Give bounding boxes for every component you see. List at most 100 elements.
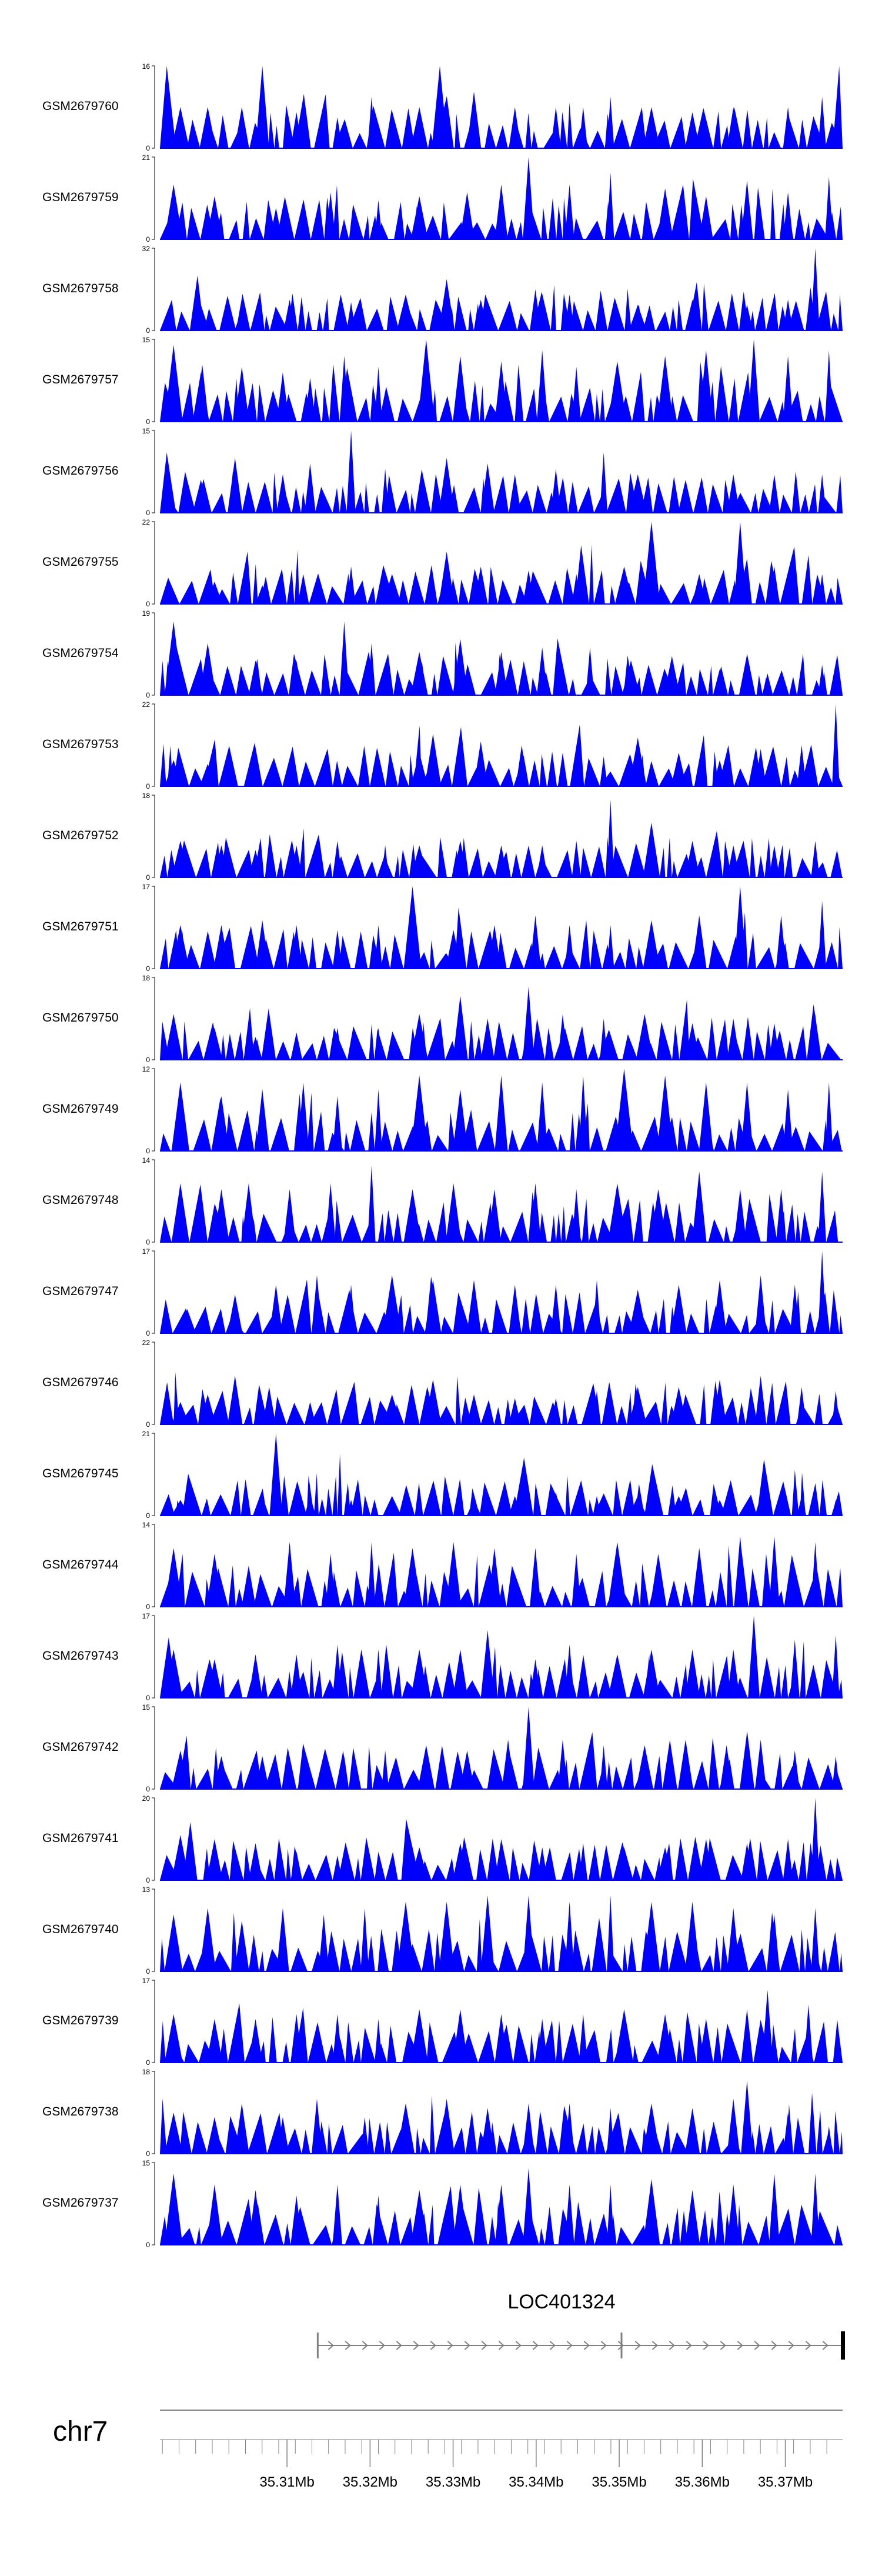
coverage-fill <box>259 1951 265 1971</box>
peak <box>206 1027 223 1060</box>
coverage-fill <box>706 1675 711 1698</box>
peak <box>734 522 747 604</box>
peak <box>453 2184 468 2245</box>
coverage-fill <box>583 1953 591 1971</box>
coverage-fill <box>385 1851 398 1880</box>
peak <box>636 1014 654 1060</box>
peak <box>375 763 382 786</box>
coverage-fill <box>337 1454 343 1516</box>
coverage-fill <box>692 1499 705 1516</box>
coverage-fill <box>577 486 594 513</box>
coverage-fill <box>227 1217 240 1242</box>
peak <box>572 366 581 422</box>
coverage-fill <box>439 396 453 422</box>
peak <box>579 1843 588 1880</box>
coverage-fill <box>573 2201 586 2245</box>
peak <box>360 1908 369 1971</box>
coverage-fill <box>799 119 807 148</box>
peak <box>290 112 303 148</box>
peak <box>290 2195 303 2245</box>
peak <box>375 366 382 422</box>
coverage-fill <box>211 1309 226 1333</box>
coverage-fill <box>322 388 330 422</box>
coverage-fill <box>839 1315 843 1333</box>
strand-arrow <box>617 2341 624 2350</box>
peak <box>699 1839 713 1880</box>
coverage-fill <box>680 2210 688 2245</box>
coverage-fill <box>533 1483 542 1516</box>
peak <box>783 192 793 239</box>
coverage-fill <box>420 2137 430 2154</box>
coverage-fill <box>836 1568 843 1607</box>
coverage-fill <box>561 1206 566 1242</box>
peak <box>564 2103 574 2154</box>
coverage-fill <box>339 1938 352 1971</box>
coverage-fill <box>624 2127 642 2154</box>
peak <box>199 1394 216 1424</box>
coverage-fill <box>335 1200 342 1242</box>
coverage-fill <box>326 586 344 604</box>
coverage-fill <box>160 1133 171 1151</box>
peak <box>164 345 183 422</box>
coverage-fill <box>282 2041 289 2063</box>
peak <box>564 1644 574 1698</box>
strand-arrow <box>583 2341 590 2350</box>
coverage-fill <box>779 494 792 513</box>
peak <box>811 1542 820 1607</box>
track-label: GSM2679753 <box>42 738 119 751</box>
peak <box>248 2018 263 2063</box>
coverage-fill <box>755 298 766 331</box>
peak <box>536 647 548 695</box>
peak <box>346 566 356 604</box>
coverage-fill <box>437 1406 456 1424</box>
coverage-fill <box>542 1936 549 1971</box>
coverage-fill <box>800 1641 806 1698</box>
strand-arrow <box>379 2341 385 2350</box>
track-label: GSM2679741 <box>42 1831 119 1845</box>
peak <box>248 760 263 786</box>
coverage-fill <box>530 1293 543 1333</box>
coverage-fill <box>686 1313 700 1333</box>
peak <box>509 1398 522 1424</box>
coverage-fill <box>427 1580 440 1607</box>
peak <box>607 925 614 969</box>
coverage-fill <box>549 396 568 422</box>
coverage-fill <box>332 185 340 239</box>
coverage-fill <box>627 1936 637 1971</box>
peak <box>713 1500 727 1516</box>
peak <box>811 840 820 877</box>
coverage-fill <box>630 107 647 148</box>
coverage-fill <box>274 1838 286 1880</box>
coverage-fill <box>242 482 256 513</box>
coverage-fill <box>661 1382 668 1424</box>
peak <box>607 799 614 877</box>
coverage-fill <box>756 675 763 695</box>
peak <box>466 1394 482 1424</box>
coverage-fill <box>569 1762 580 1789</box>
coverage-fill <box>834 2224 843 2245</box>
coverage-fill <box>670 2131 689 2154</box>
coverage-fill <box>396 489 410 513</box>
peak <box>410 2009 428 2063</box>
coverage-fill <box>660 1936 669 1971</box>
peak <box>453 1843 468 1880</box>
coverage-fill <box>536 2111 548 2154</box>
peak <box>487 1189 502 1242</box>
coverage-fill <box>474 1035 483 1060</box>
coverage-fill <box>363 215 370 239</box>
coverage-fill <box>723 1313 741 1333</box>
coverage-fill <box>200 931 216 969</box>
coverage-fill <box>667 837 672 877</box>
coverage-fill <box>653 483 667 513</box>
track-label: GSM2679755 <box>42 555 119 569</box>
peak <box>776 1189 787 1242</box>
coverage-fill <box>589 1127 604 1151</box>
peak <box>425 1500 442 1516</box>
track-label: GSM2679759 <box>42 191 119 204</box>
coverage-fill <box>479 385 485 422</box>
coverage-fill <box>784 1554 804 1607</box>
coverage-fill <box>622 1944 628 1971</box>
peak <box>269 1284 283 1333</box>
peak <box>607 1542 627 1607</box>
strand-arrow <box>396 2341 402 2350</box>
